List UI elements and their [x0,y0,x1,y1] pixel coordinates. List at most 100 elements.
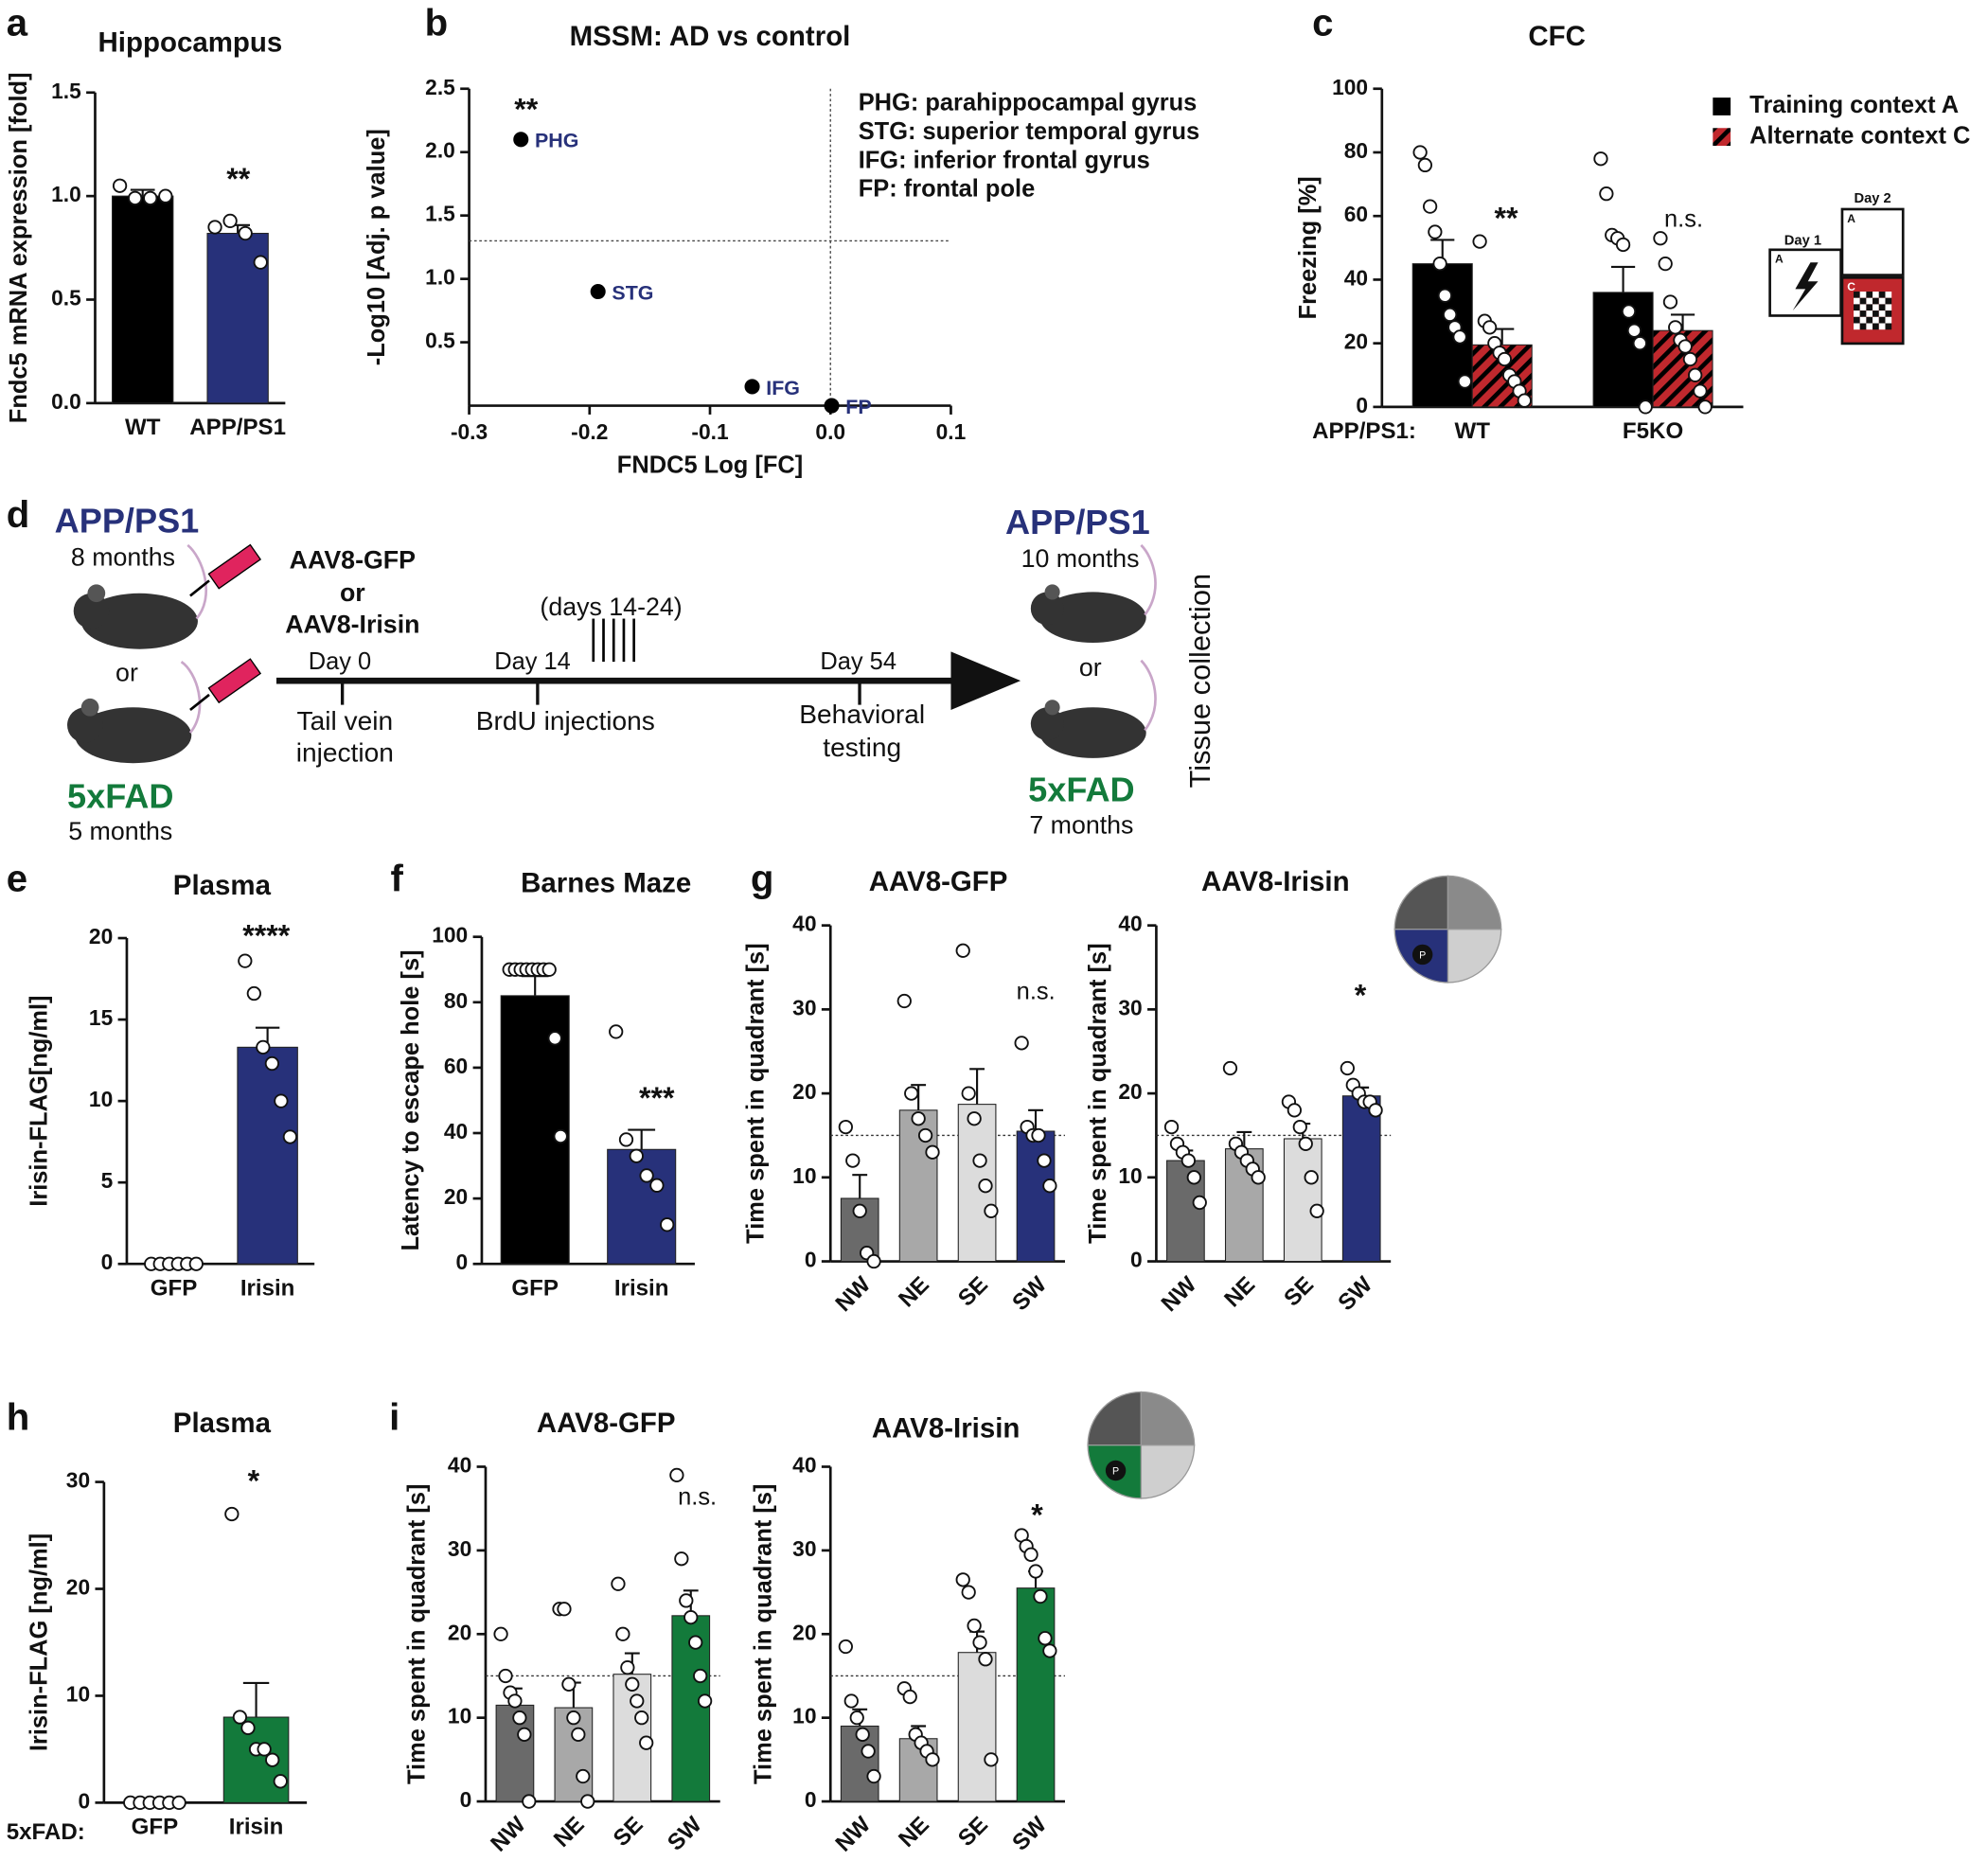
y-tick-label: 2.5 [425,75,455,99]
data-point [978,1179,993,1194]
data-point [1621,304,1637,319]
y-tick-label: 0 [460,1787,472,1812]
significance-label: *** [639,1081,675,1115]
shock-icon [1792,262,1819,311]
y-tick-label: 60 [444,1054,468,1078]
data-point [1042,1179,1057,1194]
model-label: APP/PS1 [1005,503,1150,541]
data-point [522,1794,537,1809]
data-point [649,1178,665,1193]
x-tick-label: SE [1279,1272,1319,1312]
treatment-label: AAV8-GFP [290,545,416,574]
y-tick-label: 0 [78,1788,90,1813]
significance-label: n.s. [1017,978,1056,1004]
group-label: 5xFAD: [7,1819,85,1845]
age-label: 5 months [68,817,172,845]
data-point [580,1794,595,1809]
x-tick-label: Irisin [229,1815,284,1840]
x-tick-label: GFP [511,1275,559,1301]
legend-note: PHG: parahippocampal gyrus [859,90,1198,116]
data-point [1626,323,1642,338]
data-point [967,1618,982,1634]
timeline-event: Tail vein [297,706,394,736]
y-axis-label: Irisin-FLAG[ng/ml] [27,995,53,1206]
x-tick-label: APP/PS1 [189,415,286,440]
data-point [1028,1564,1043,1579]
data-point [955,943,970,958]
y-tick-label: 2.0 [425,138,455,163]
platform-marker [1411,944,1433,966]
data-point [911,1111,926,1126]
checker-cell [1885,310,1892,317]
pie-quadrant [1447,928,1502,984]
chart-panel: b MSSM: AD vs control -Log10 [Adj. p value… [364,1,1199,478]
data-point [1412,145,1428,160]
y-tick-label: 5 [101,1168,114,1193]
bar [1016,1587,1056,1802]
context-label: A [1775,253,1784,266]
y-tick-label: 30 [792,995,816,1019]
error-bar [852,1174,868,1198]
y-axis-label: Time spent in quadrant [s] [750,1484,776,1785]
data-point [576,1768,591,1784]
checker-cell [1878,310,1886,317]
y-tick-label: 20 [89,924,113,948]
y-tick-label: 60 [1344,202,1368,226]
timeline-arrowhead [950,651,1021,710]
timeline-day: Day 14 [494,648,571,675]
y-tick-label: 40 [1344,265,1368,290]
y-tick-label: 0 [456,1250,469,1274]
platform-label: P [1112,1466,1119,1478]
data-point [1287,1103,1302,1118]
chart-title: Plasma [173,870,272,901]
data-point [498,1668,513,1684]
checker-cell [1873,297,1879,305]
x-tick-label: GFP [132,1815,179,1840]
checker-cell [1873,292,1879,298]
group-label: APP/PS1: [1312,418,1416,444]
data-point [207,220,222,235]
data-point [517,1727,532,1742]
chart-title: AAV8-Irisin [1201,866,1350,897]
data-point [1432,256,1447,272]
data-point [630,1693,645,1709]
data-point [171,1795,186,1811]
chart-title: AAV8-Irisin [872,1412,1021,1444]
y-axis-label: Time spent in quadrant [s] [1085,943,1111,1244]
data-point [1014,1036,1029,1051]
chart-panel: f Barnes Maze Latency to escape hole [s] 0 2… [391,857,695,1301]
data-point [257,1742,272,1757]
bar [1283,1138,1322,1263]
y-tick-label: 20 [792,1620,816,1644]
data-point [1298,1136,1313,1151]
data-point [561,1676,577,1692]
data-point [1497,351,1512,367]
chart-panel: AAV8-Irisin Time spent in quadrant [s] 0 10… [750,1391,1196,1857]
data-point [1038,1631,1053,1646]
y-tick-label: 40 [444,1119,468,1143]
checker-cell [1885,316,1892,324]
checker-cell [1878,297,1886,305]
data-point [855,1727,870,1742]
y-tick-label: 10 [792,1704,816,1728]
bar [237,1046,298,1265]
panel-letter: d [7,493,30,536]
point-label: STG [612,281,653,304]
data-point [273,1774,288,1789]
y-tick-label: 0 [805,1248,817,1272]
panel-letter: h [7,1396,30,1439]
timeline-diagram: d APP/PS1 8 months or 5xFAD 5 months AAV… [7,493,1216,845]
checker-cell [1859,310,1867,317]
data-point [143,190,158,205]
data-point [557,1602,572,1617]
data-point [1037,1153,1052,1168]
y-axis-label: -Log10 [Adj. p value] [364,129,390,365]
x-tick-label: NW [1157,1271,1202,1317]
y-tick-label: 20 [1344,329,1368,354]
y-tick-label: 1.0 [51,182,81,206]
bar [957,1652,997,1802]
x-tick-label: SE [953,1272,993,1312]
panel-letter: i [389,1396,399,1439]
checker-cell [1859,304,1867,311]
y-tick-label: 30 [66,1468,90,1493]
